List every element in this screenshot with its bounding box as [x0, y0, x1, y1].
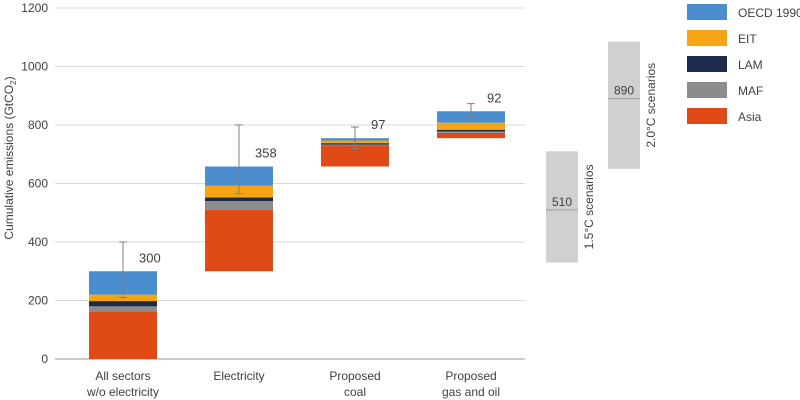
bar-segment-maf	[89, 306, 157, 312]
x-axis-labels: All sectors w/o electricity Electricity Pro…	[86, 369, 500, 399]
y-tick-label: 600	[28, 177, 48, 191]
bar-total-label: 97	[371, 117, 385, 132]
x-category-label: Proposed	[329, 369, 380, 383]
bar-segment-lam	[437, 129, 505, 132]
x-category-label: Electricity	[213, 369, 264, 383]
x-category-label: All sectors	[95, 369, 150, 383]
legend-label: LAM	[738, 58, 763, 72]
scenario-ranges: 510 1.5°C scenarios 890 2.0°C scenarios	[546, 41, 658, 263]
legend-swatch	[687, 82, 727, 98]
y-tick-label: 0	[41, 352, 48, 366]
bar-segment-lam	[89, 301, 157, 307]
bar-segment-oecd-1990	[437, 111, 505, 123]
bar-total-label: 300	[139, 250, 161, 265]
bar-segment-lam	[205, 197, 273, 202]
scenario-value-label: 890	[614, 84, 634, 98]
legend-item: MAF	[687, 82, 763, 98]
legend-label: OECD 1990	[738, 6, 800, 20]
bar-total-label: 358	[255, 146, 277, 161]
legend-label: Asia	[738, 110, 762, 124]
scenario-value-label: 510	[552, 195, 572, 209]
y-tick-label: 1000	[21, 60, 48, 74]
legend-item: EIT	[687, 30, 757, 46]
bars: 300 358 97 92	[89, 90, 505, 359]
bar-segment-asia	[205, 209, 273, 272]
y-tick-label: 400	[28, 235, 48, 249]
x-category-label: coal	[344, 385, 366, 399]
bar-group: 300	[89, 241, 161, 359]
bar-segment-maf	[437, 131, 505, 133]
scenario-bar	[608, 41, 640, 169]
y-axis-ticks: 0 200 400 600 800 1000 1200	[21, 1, 48, 366]
legend-item: OECD 1990	[687, 4, 800, 20]
legend-label: MAF	[738, 84, 763, 98]
y-tick-label: 800	[28, 118, 48, 132]
legend-swatch	[687, 108, 727, 124]
legend-swatch	[687, 56, 727, 72]
x-category-label: gas and oil	[442, 385, 500, 399]
bar-segment-eit	[437, 122, 505, 130]
y-tick-label: 200	[28, 294, 48, 308]
legend-item: Asia	[687, 108, 762, 124]
bar-group: 358	[205, 124, 277, 272]
legend: OECD 1990 EIT LAM MAF Asia	[687, 4, 800, 124]
x-category-label: Proposed	[445, 369, 496, 383]
bar-total-label: 92	[487, 90, 501, 105]
scenario-range: 890 2.0°C scenarios	[608, 41, 658, 169]
bar-segment-asia	[437, 132, 505, 139]
legend-swatch	[687, 4, 727, 20]
scenario-label: 2.0°C scenarios	[644, 63, 658, 148]
x-category-label: w/o electricity	[86, 385, 159, 399]
y-tick-label: 1200	[21, 1, 48, 15]
y-axis-label: Cumulative emissions (GtCO2)	[2, 76, 18, 239]
bar-group: 97	[321, 117, 389, 167]
bar-segment-maf	[205, 201, 273, 210]
scenario-bar	[546, 151, 578, 263]
bar-group: 92	[437, 90, 505, 139]
scenario-label: 1.5°C scenarios	[582, 164, 596, 249]
legend-label: EIT	[738, 32, 757, 46]
bar-segment-asia	[89, 311, 157, 359]
legend-item: LAM	[687, 56, 763, 72]
legend-swatch	[687, 30, 727, 46]
bar-segment-asia	[321, 145, 389, 167]
scenario-range: 510 1.5°C scenarios	[546, 151, 596, 263]
